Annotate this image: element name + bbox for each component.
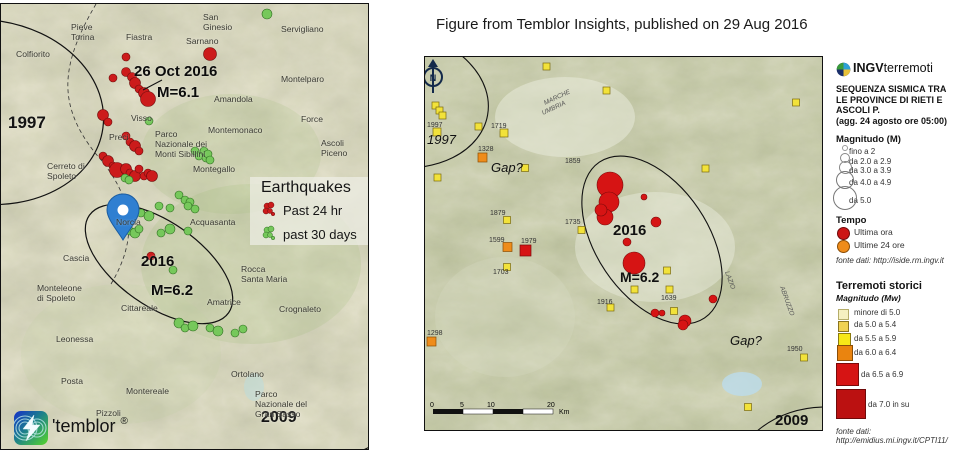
svg-text:2009: 2009 [775,412,808,429]
svg-text:20: 20 [547,402,555,409]
svg-text:2016: 2016 [613,222,646,239]
svg-text:1328: 1328 [478,146,494,153]
svg-text:5: 5 [460,402,464,409]
svg-text:1639: 1639 [661,295,677,302]
svg-text:10: 10 [487,402,495,409]
svg-text:Gap?: Gap? [730,333,763,348]
svg-text:1735: 1735 [565,219,581,226]
svg-text:M=6.2: M=6.2 [620,269,660,285]
svg-text:1859: 1859 [565,158,581,165]
svg-text:1703: 1703 [493,269,509,276]
svg-text:1719: 1719 [491,123,507,130]
svg-text:1879: 1879 [490,210,506,217]
svg-text:1916: 1916 [597,299,613,306]
svg-text:Km: Km [559,409,570,416]
svg-text:Gap?: Gap? [491,160,524,175]
svg-text:0: 0 [430,402,434,409]
svg-text:N: N [430,73,437,83]
svg-text:1997: 1997 [427,132,457,147]
svg-text:1950: 1950 [787,346,803,353]
svg-text:1298: 1298 [427,330,443,337]
svg-text:1979: 1979 [521,238,537,245]
svg-text:1997: 1997 [427,122,443,129]
svg-text:1599: 1599 [489,237,505,244]
